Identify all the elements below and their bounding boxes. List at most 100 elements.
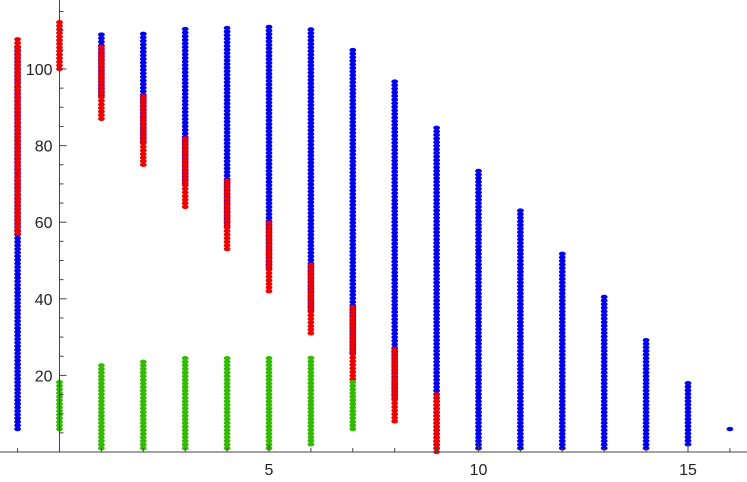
data-point xyxy=(14,199,21,204)
data-point xyxy=(349,267,357,272)
data-point xyxy=(517,384,524,390)
data-point xyxy=(265,35,273,40)
data-point xyxy=(517,327,524,332)
data-point xyxy=(433,172,440,177)
data-point xyxy=(265,53,273,58)
data-point xyxy=(223,381,231,386)
data-point xyxy=(307,291,315,296)
data-point xyxy=(307,207,315,212)
data-point xyxy=(433,410,440,415)
data-point xyxy=(517,395,524,400)
data-point xyxy=(391,397,399,402)
data-point xyxy=(265,227,273,233)
data-point xyxy=(349,416,357,421)
data-point xyxy=(307,243,315,248)
data-point xyxy=(517,287,524,292)
series-2-range-4 xyxy=(223,355,231,451)
data-point xyxy=(475,172,482,177)
data-point xyxy=(181,438,189,444)
data-point xyxy=(475,420,482,426)
data-point xyxy=(307,218,315,223)
data-point xyxy=(307,250,315,255)
data-point xyxy=(265,249,273,254)
data-point xyxy=(349,271,357,276)
data-point xyxy=(265,78,273,84)
data-point xyxy=(475,377,482,382)
data-point xyxy=(349,227,357,233)
data-point xyxy=(14,329,21,335)
data-point xyxy=(265,231,273,236)
data-point xyxy=(307,135,315,140)
data-point xyxy=(223,388,231,393)
data-point xyxy=(181,355,189,361)
data-point xyxy=(558,435,566,440)
data-point xyxy=(475,319,482,325)
series-2-range-1 xyxy=(98,363,105,451)
data-point xyxy=(433,301,440,307)
data-point xyxy=(391,368,399,374)
data-point xyxy=(307,388,315,393)
data-point xyxy=(223,395,231,400)
data-point xyxy=(265,179,273,184)
data-point xyxy=(14,311,21,317)
data-point xyxy=(265,366,273,372)
data-point xyxy=(433,421,440,426)
data-point xyxy=(517,298,524,303)
data-point xyxy=(391,327,399,333)
data-point xyxy=(14,264,21,270)
data-point xyxy=(307,420,315,425)
data-point xyxy=(517,226,524,231)
data-point xyxy=(265,435,273,440)
data-point xyxy=(181,172,189,177)
data-point xyxy=(307,277,315,282)
data-point xyxy=(139,38,147,44)
data-point xyxy=(139,148,147,153)
data-point xyxy=(349,76,357,82)
data-point xyxy=(265,370,273,375)
series-1-range-9 xyxy=(391,347,399,424)
data-point xyxy=(433,244,440,249)
data-point xyxy=(98,384,105,390)
data-point xyxy=(475,337,482,343)
data-point xyxy=(475,373,482,379)
data-point xyxy=(265,399,273,404)
data-point xyxy=(307,56,315,61)
data-point xyxy=(223,141,231,146)
data-point xyxy=(14,40,21,46)
data-point xyxy=(181,427,189,433)
data-point xyxy=(98,36,105,41)
data-point xyxy=(139,427,147,433)
data-point xyxy=(139,388,147,393)
data-point xyxy=(265,242,273,247)
data-point xyxy=(139,417,147,422)
data-point xyxy=(475,381,482,386)
data-point xyxy=(391,361,399,366)
data-point xyxy=(517,265,524,271)
data-point xyxy=(517,377,524,382)
data-point xyxy=(517,222,524,228)
x-tick-label: 10 xyxy=(470,462,488,479)
data-point xyxy=(14,304,21,309)
data-point xyxy=(181,106,189,111)
data-point xyxy=(391,365,399,370)
data-point xyxy=(475,190,482,195)
data-point xyxy=(349,152,357,157)
data-point xyxy=(265,211,273,217)
data-point xyxy=(433,312,440,318)
data-point xyxy=(307,74,315,79)
series-0-range-14 xyxy=(642,337,650,451)
data-point xyxy=(349,359,357,364)
data-point xyxy=(265,238,273,243)
data-point xyxy=(517,399,524,404)
data-point xyxy=(223,225,231,230)
data-point xyxy=(600,388,608,393)
data-point xyxy=(433,129,440,134)
data-point xyxy=(223,189,231,194)
data-point xyxy=(391,277,399,282)
data-point xyxy=(307,409,315,415)
data-point xyxy=(307,320,315,325)
data-point xyxy=(181,183,189,188)
data-point xyxy=(600,409,608,415)
data-point xyxy=(98,32,105,37)
data-point xyxy=(433,168,440,174)
